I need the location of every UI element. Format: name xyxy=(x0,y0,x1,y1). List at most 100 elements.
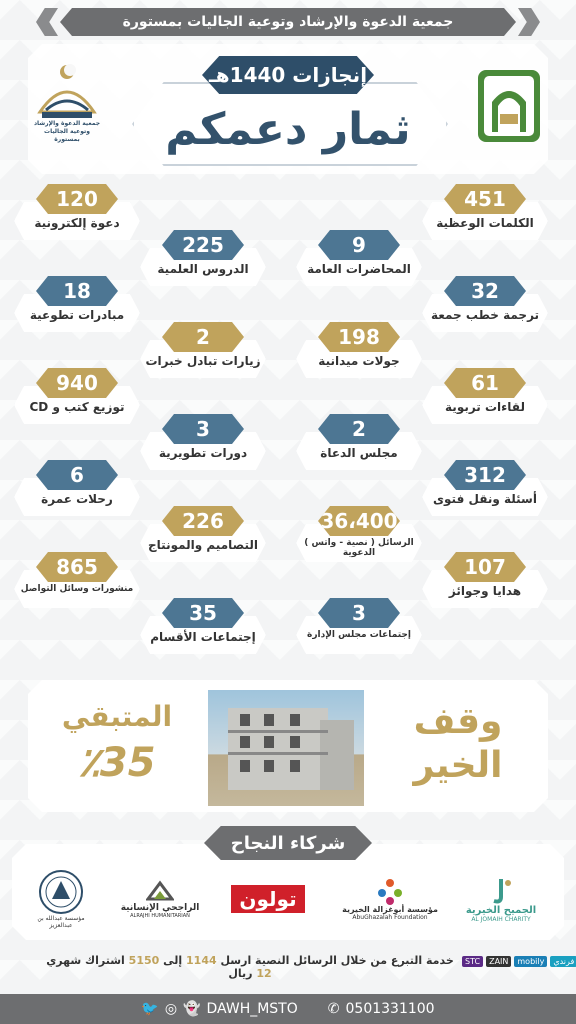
donation-code: 1144 xyxy=(186,954,217,967)
remaining-label: المتبقي xyxy=(61,700,173,733)
stat-card: 36،400 الرسائل ( نصية - واتس ) الدعوية xyxy=(296,506,422,564)
whatsapp-icon: ✆ xyxy=(327,1001,340,1017)
stat-value: 3 xyxy=(162,414,244,444)
partner-name: مؤسسة عبدالله بن عبدالعزيز xyxy=(37,915,85,929)
partner-name: مؤسسة أبوغزالة الخيرية xyxy=(342,905,438,914)
donation-amount: 12 xyxy=(256,967,272,980)
donation-text-d: ريال xyxy=(228,967,253,980)
ministry-emblem-icon xyxy=(478,70,540,142)
stat-label: مجلس الدعاة xyxy=(320,446,398,460)
stat-label: دورات تطويرية xyxy=(158,446,248,460)
stat-value: 2 xyxy=(162,322,244,352)
stat-card: 226 التصاميم والمونتاج xyxy=(140,506,266,564)
partners-heading-text: شركاء النجاح xyxy=(230,832,346,854)
stat-card: 451 الكلمات الوعظية xyxy=(422,184,548,242)
donation-info: خدمة التبرع من خلال الرسائل النصية ارسل … xyxy=(40,954,460,980)
waqf-title-line2: الخير xyxy=(413,745,503,786)
stat-card: 2 زيارات تبادل خبرات xyxy=(140,322,266,380)
stat-value: 226 xyxy=(162,506,244,536)
stat-card: 18 مبادرات تطوعية xyxy=(14,276,140,334)
stat-label: الكلمات الوعظية xyxy=(436,216,534,230)
stat-value: 35 xyxy=(162,598,244,628)
org-logo-text: جمعية الدعوة والإرشاد وتوعية الجاليات بم… xyxy=(33,120,101,143)
stat-label: التصاميم والمونتاج xyxy=(148,538,258,552)
phone-contact: ✆ 0501331100 xyxy=(328,1001,435,1017)
crescent-dome-icon xyxy=(37,64,97,118)
stat-label: ترجمة خطب جمعة xyxy=(430,308,540,322)
stat-card: 61 لقاءات تربوية xyxy=(422,368,548,426)
stat-label: لقاءات تربوية xyxy=(445,400,525,414)
stat-card: 3 دورات تطويرية xyxy=(140,414,266,472)
year-badge: إنجازات 1440هـ xyxy=(202,56,374,94)
operators-list: STC ZAIN mobily فرندي xyxy=(462,956,576,967)
donation-text-a: خدمة التبرع من خلال الرسائل النصية ارسل xyxy=(220,954,454,967)
jomaih-logo-icon xyxy=(493,879,511,904)
operator-friendi: فرندي xyxy=(550,956,576,967)
partner-name: تولون xyxy=(231,885,305,913)
stat-card: 198 جولات ميدانية xyxy=(296,322,422,380)
donation-text-c: اشتراك شهري xyxy=(46,954,125,967)
partner-logo-foundation: مؤسسة عبدالله بن عبدالعزيز xyxy=(26,866,96,932)
alrajhi-logo-icon xyxy=(146,880,174,901)
partner-name: الراجحي الإنسانية xyxy=(120,903,200,913)
stat-label: الرسائل ( نصية - واتس ) الدعوية xyxy=(304,538,414,558)
partner-logo-jomaih: الجميح الخيرية AL JOMAIH CHARITY xyxy=(452,866,550,932)
social-handle-text: DAWH_MSTO xyxy=(206,1001,298,1017)
donation-number: 5150 xyxy=(128,954,160,967)
phone-number: 0501331100 xyxy=(345,1001,435,1017)
org-name: جمعية الدعوة والإرشاد وتوعية الجاليات بم… xyxy=(122,14,454,30)
stat-value: 2 xyxy=(318,414,400,444)
org-logo: جمعية الدعوة والإرشاد وتوعية الجاليات بم… xyxy=(32,62,102,152)
stat-value: 6 xyxy=(36,460,118,490)
operator-stc: STC xyxy=(462,956,484,967)
stat-card: 225 الدروس العلمية xyxy=(140,230,266,288)
stat-label: إجتماعات الأقسام xyxy=(150,630,256,644)
title-frame xyxy=(132,82,448,166)
instagram-icon: ◎ xyxy=(164,1001,178,1017)
building-photo xyxy=(208,690,364,806)
stat-label: أسئلة ونقل فتوى xyxy=(433,492,537,506)
stat-card: 312 أسئلة ونقل فتوى xyxy=(422,460,548,518)
stat-card: 107 هدايا وجوائز xyxy=(422,552,548,610)
stat-card: 35 إجتماعات الأقسام xyxy=(140,598,266,656)
partner-sub: ALRAJHI HUMANITARIAN xyxy=(130,913,190,919)
stat-label: إجتماعات مجلس الإدارة xyxy=(307,630,411,640)
header-decoration-left xyxy=(36,8,58,36)
waqf-title: وقف الخير xyxy=(398,700,518,788)
stat-value: 312 xyxy=(444,460,526,490)
stat-value: 451 xyxy=(444,184,526,214)
stat-label: توزيع كتب و CD xyxy=(29,400,125,414)
stat-value: 9 xyxy=(318,230,400,260)
stat-value: 940 xyxy=(36,368,118,398)
abughazalah-logo-icon xyxy=(378,879,402,905)
stat-label: منشورات وسائل التواصل xyxy=(20,584,134,594)
foundation-seal-icon xyxy=(39,870,83,914)
stat-card: 32 ترجمة خطب جمعة xyxy=(422,276,548,334)
stat-value: 198 xyxy=(318,322,400,352)
partner-sub: AbuGhazalah Foundation xyxy=(352,914,428,921)
page-title: ثمار دعمكم xyxy=(165,104,411,155)
year-badge-text: إنجازات 1440هـ xyxy=(208,63,368,87)
stat-value: 107 xyxy=(444,552,526,582)
remaining-value: ٪35 xyxy=(78,740,156,786)
snapchat-icon: 👻 xyxy=(183,1001,201,1017)
footer-bar: 🐦 ◎ 👻 DAWH_MSTO ✆ 0501331100 xyxy=(0,994,576,1024)
operator-zain: ZAIN xyxy=(486,956,512,967)
stat-card: 865 منشورات وسائل التواصل xyxy=(14,552,140,610)
stat-value: 3 xyxy=(318,598,400,628)
stat-card: 3 إجتماعات مجلس الإدارة xyxy=(296,598,422,656)
header-decoration-right xyxy=(518,8,540,36)
stat-label: جولات ميدانية xyxy=(318,354,400,368)
partners-heading: شركاء النجاح xyxy=(204,826,372,860)
stat-card: 6 رحلات عمرة xyxy=(14,460,140,518)
social-handle: 🐦 ◎ 👻 DAWH_MSTO xyxy=(141,1001,297,1017)
stat-label: دعوة إلكترونية xyxy=(34,216,120,230)
stat-value: 36،400 xyxy=(318,506,400,536)
partner-logo-abughazalah: مؤسسة أبوغزالة الخيرية AbuGhazalah Found… xyxy=(340,866,440,932)
partner-name: الجميح الخيرية xyxy=(465,905,537,916)
donation-text-b: إلى xyxy=(163,954,183,967)
stat-card: 9 المحاضرات العامة xyxy=(296,230,422,288)
stat-value: 32 xyxy=(444,276,526,306)
stat-label: زيارات تبادل خبرات xyxy=(145,354,261,368)
stat-label: المحاضرات العامة xyxy=(307,262,411,276)
